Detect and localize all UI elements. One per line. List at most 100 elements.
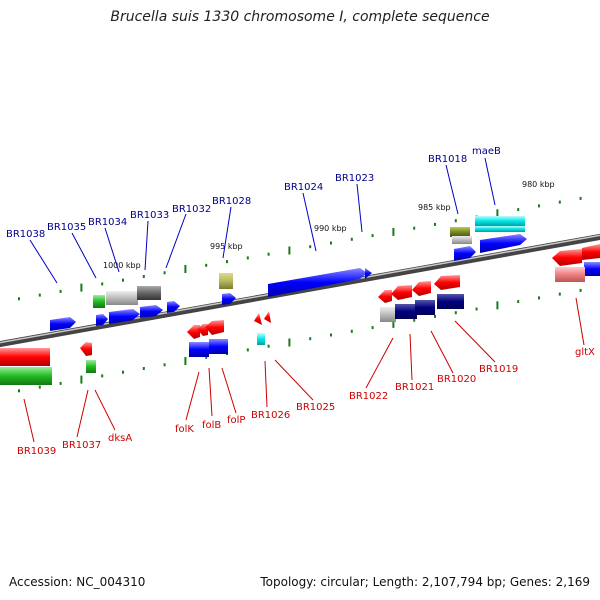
scale-tick-bottom <box>558 292 561 296</box>
scale-tick-top <box>413 226 416 230</box>
label-br1024: BR1024 <box>284 182 323 193</box>
gene-br1018[interactable] <box>450 227 470 237</box>
scale-tick-bottom <box>122 370 124 374</box>
scale-tick-top <box>80 283 83 292</box>
gene-red-fol-3[interactable] <box>205 320 224 335</box>
gene-blue-3[interactable] <box>222 293 236 305</box>
reverse-strand-genes <box>0 249 585 385</box>
scale-tick-top <box>142 275 145 278</box>
scale-tick-bottom <box>80 375 83 384</box>
scale-tick-top <box>579 196 582 200</box>
label-folp: folP <box>227 415 245 426</box>
scale-tick-top <box>309 245 312 249</box>
tick-label-995kbp: 995 kbp <box>210 242 243 251</box>
scale-tick-top <box>538 204 540 208</box>
gene-br1032[interactable] <box>167 301 180 313</box>
gene-maeb[interactable] <box>475 216 525 226</box>
scale-tick-top <box>18 297 20 301</box>
scale-tick-top <box>288 246 291 255</box>
gene-folb-folp[interactable] <box>209 339 228 354</box>
reverse-leader-lines <box>23 297 585 443</box>
gene-br1033[interactable] <box>137 286 161 300</box>
label-br1035: BR1035 <box>47 222 86 233</box>
scale-tick-bottom <box>579 288 582 292</box>
gene-blue-1[interactable] <box>109 309 140 324</box>
gene-br1034[interactable] <box>106 291 138 305</box>
scale-tick-bottom <box>142 367 145 370</box>
gene-br1028[interactable] <box>219 273 233 289</box>
scale-tick-bottom <box>330 333 332 337</box>
gene-br1038[interactable] <box>50 317 76 331</box>
gene-red-fol-1[interactable] <box>187 325 200 339</box>
scale-tick-bottom <box>163 363 166 367</box>
gene-gray-small[interactable] <box>452 236 472 244</box>
gene-blue-4[interactable] <box>454 246 476 261</box>
label-br1020: BR1020 <box>437 374 476 385</box>
scale-tick-bottom <box>350 329 353 333</box>
label-br1025: BR1025 <box>296 402 335 413</box>
gene-maeb-lower[interactable] <box>475 226 525 232</box>
gene-gltx[interactable] <box>555 267 585 282</box>
label-br1037: BR1037 <box>62 440 101 451</box>
gene-br1039-green[interactable] <box>0 367 52 385</box>
scale-tick-bottom <box>538 296 540 300</box>
gene-br1021[interactable] <box>395 304 417 319</box>
scale-tick-top <box>434 222 436 226</box>
gene-red-r3[interactable] <box>412 281 431 296</box>
label-folb: folB <box>202 420 221 431</box>
scale-tick-bottom <box>205 355 208 359</box>
label-br1019: BR1019 <box>479 364 518 375</box>
label-folk: folK <box>175 424 194 435</box>
gene-red-r1[interactable] <box>378 290 392 303</box>
gene-br1026[interactable] <box>257 333 265 345</box>
scale-tick-bottom <box>18 389 20 393</box>
scale-tick-bottom <box>246 348 249 352</box>
label-br1033: BR1033 <box>130 210 169 221</box>
gene-red-br1026[interactable] <box>254 313 262 325</box>
scale-tick-top <box>517 208 520 212</box>
scale-labels: 1000 kbp 995 kbp 990 kbp 985 kbp 980 kbp <box>103 180 555 270</box>
forward-gene-labels: BR1038 BR1035 BR1034 BR1033 BR1032 BR102… <box>6 146 501 240</box>
scale-tick-bottom <box>434 314 436 318</box>
scale-tick-bottom <box>475 307 478 311</box>
scale-tick-top <box>226 260 228 264</box>
gene-br1023[interactable] <box>365 268 372 279</box>
label-br1032: BR1032 <box>172 204 211 215</box>
gene-blue-2[interactable] <box>140 305 163 318</box>
gene-red-r2[interactable] <box>391 285 412 300</box>
tick-label-990kbp: 990 kbp <box>314 224 347 233</box>
gene-red-br1025[interactable] <box>264 311 271 323</box>
gene-red-edge[interactable] <box>582 244 600 260</box>
scale-tick-bottom <box>267 344 270 348</box>
label-br1021: BR1021 <box>395 382 434 393</box>
gene-br1035[interactable] <box>93 295 105 308</box>
scale-tick-bottom <box>184 357 187 365</box>
gene-blue-edge[interactable] <box>584 262 600 276</box>
gene-folk[interactable] <box>189 342 209 357</box>
gene-br1024[interactable] <box>268 268 367 297</box>
scale-tick-bottom <box>392 319 395 328</box>
gene-br1037-red[interactable] <box>80 342 92 356</box>
gene-br1022[interactable] <box>380 307 396 322</box>
scale-tick-bottom <box>454 311 457 315</box>
scale-tick-bottom <box>517 300 520 304</box>
label-br1038: BR1038 <box>6 229 45 240</box>
label-br1026: BR1026 <box>251 410 290 421</box>
label-br1018: BR1018 <box>428 154 467 165</box>
label-br1034: BR1034 <box>88 217 127 228</box>
scale-tick-bottom <box>288 338 291 347</box>
gene-br1039[interactable] <box>0 348 50 366</box>
tick-label-980kbp: 980 kbp <box>522 180 555 189</box>
tick-label-1000kbp: 1000 kbp <box>103 261 141 270</box>
label-maeb: maeB <box>472 146 501 157</box>
scale-tick-bottom <box>309 337 312 341</box>
gene-gltx-red[interactable] <box>552 249 582 266</box>
gene-red-r4[interactable] <box>434 275 460 290</box>
gene-br1020[interactable] <box>415 300 435 315</box>
gene-br1037[interactable] <box>86 360 96 373</box>
scale-tick-top <box>184 265 187 273</box>
gene-br1019[interactable] <box>437 294 464 309</box>
accession-text: Accession: NC_004310 <box>9 575 146 589</box>
gene-blue-5[interactable] <box>480 234 527 253</box>
gene-blue-small-1[interactable] <box>96 314 108 326</box>
